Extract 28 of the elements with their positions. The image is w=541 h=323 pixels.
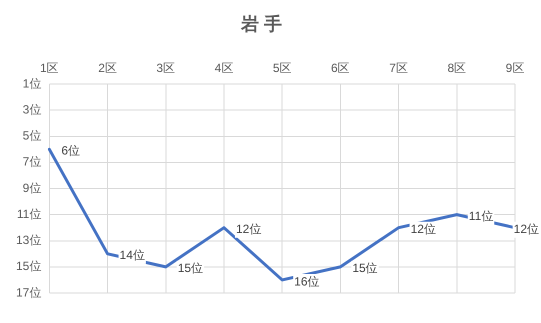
- y-tick-label: 9位: [22, 180, 42, 195]
- y-tick-label: 7位: [22, 154, 42, 169]
- x-tick-label: 2区: [98, 61, 117, 76]
- x-tick-label: 9区: [506, 61, 524, 76]
- data-label: 12位: [410, 222, 436, 236]
- x-tick-label: 5区: [272, 61, 292, 76]
- y-tick-label: 5位: [22, 128, 42, 143]
- y-tick-label: 1位: [22, 76, 42, 90]
- y-tick-label: 17位: [16, 285, 42, 300]
- data-label: 6位: [61, 144, 80, 158]
- data-label: 12位: [236, 222, 262, 236]
- data-label: 12位: [514, 222, 540, 236]
- x-tick-label: 4区: [214, 61, 234, 76]
- x-tick-label: 3区: [156, 61, 176, 76]
- y-tick-label: 13位: [16, 233, 42, 248]
- x-tick-label: 7区: [389, 61, 408, 76]
- data-label: 15位: [352, 261, 378, 276]
- y-tick-label: 15位: [16, 259, 42, 274]
- chart-title: 岩 手: [240, 14, 282, 34]
- x-tick-label: 1区: [40, 61, 59, 76]
- y-tick-label: 3位: [22, 102, 42, 116]
- x-tick-label: 8区: [447, 61, 466, 76]
- data-label: 15位: [178, 261, 204, 276]
- data-label: 11位: [468, 208, 494, 223]
- data-label: 16位: [294, 274, 320, 288]
- data-label: 14位: [120, 248, 145, 262]
- x-tick-label: 6区: [331, 61, 350, 76]
- y-tick-label: 11位: [16, 206, 42, 221]
